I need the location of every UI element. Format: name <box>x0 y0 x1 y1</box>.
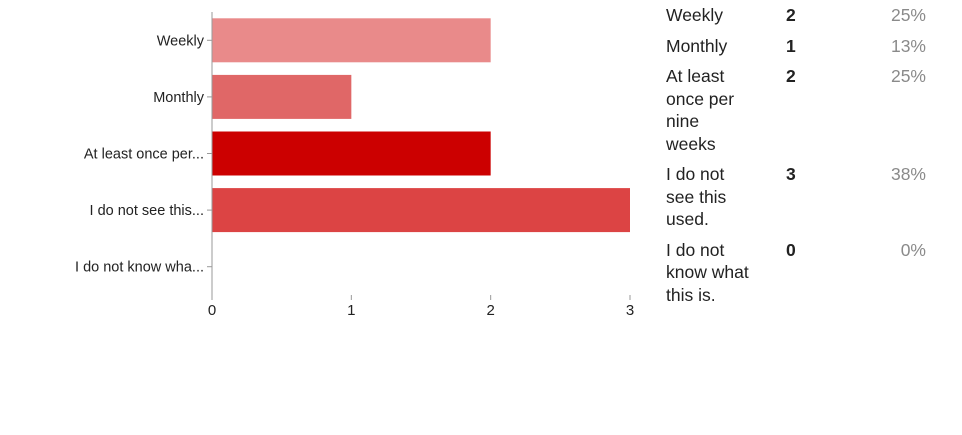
row-count: 2 <box>786 5 796 25</box>
row-count: 0 <box>786 239 796 260</box>
row-label: I do not see this used. <box>666 164 727 229</box>
row-count: 3 <box>786 164 796 184</box>
y-tick-label: At least once per... <box>84 147 204 163</box>
table-row: I do not see this used. 3 38% <box>660 163 926 239</box>
table-row: At least once per nine weeks 2 25% <box>660 65 926 163</box>
summary-table: Weekly 2 25% Monthly 1 13% At least once… <box>660 4 926 314</box>
row-percent: 38% <box>890 164 926 184</box>
table-row: Weekly 2 25% <box>660 4 926 35</box>
row-percent: 25% <box>890 66 926 86</box>
bar-chart-svg: Weekly Monthly At least once per... I do no… <box>75 12 634 319</box>
bar <box>212 74 352 119</box>
row-count: 2 <box>786 66 796 86</box>
bar-chart: Weekly Monthly At least once per... I do no… <box>75 12 634 319</box>
bar <box>212 188 630 233</box>
x-tick-label: 3 <box>626 302 634 319</box>
table-row: Monthly 1 13% <box>660 35 926 66</box>
row-label: At least once per nine weeks <box>666 66 735 154</box>
x-tick-label: 0 <box>208 302 216 319</box>
y-tick-label: Monthly <box>153 90 205 106</box>
row-percent: 13% <box>890 35 926 56</box>
y-tick-label: Weekly <box>157 33 205 49</box>
bar <box>212 131 491 176</box>
row-label: Weekly <box>666 5 724 25</box>
row-percent: 0% <box>900 239 926 260</box>
row-label: Monthly <box>666 35 728 56</box>
row-label: I do not know what this is. <box>666 239 749 305</box>
y-tick-label: I do not know wha... <box>75 260 204 276</box>
x-tick-label: 2 <box>486 302 494 319</box>
bar <box>212 18 491 63</box>
table-row: I do not know what this is. 0 0% <box>660 239 926 315</box>
y-tick-label: I do not see this... <box>90 203 204 219</box>
x-tick-label: 1 <box>347 302 355 319</box>
row-count: 1 <box>786 35 796 56</box>
row-percent: 25% <box>890 5 926 25</box>
